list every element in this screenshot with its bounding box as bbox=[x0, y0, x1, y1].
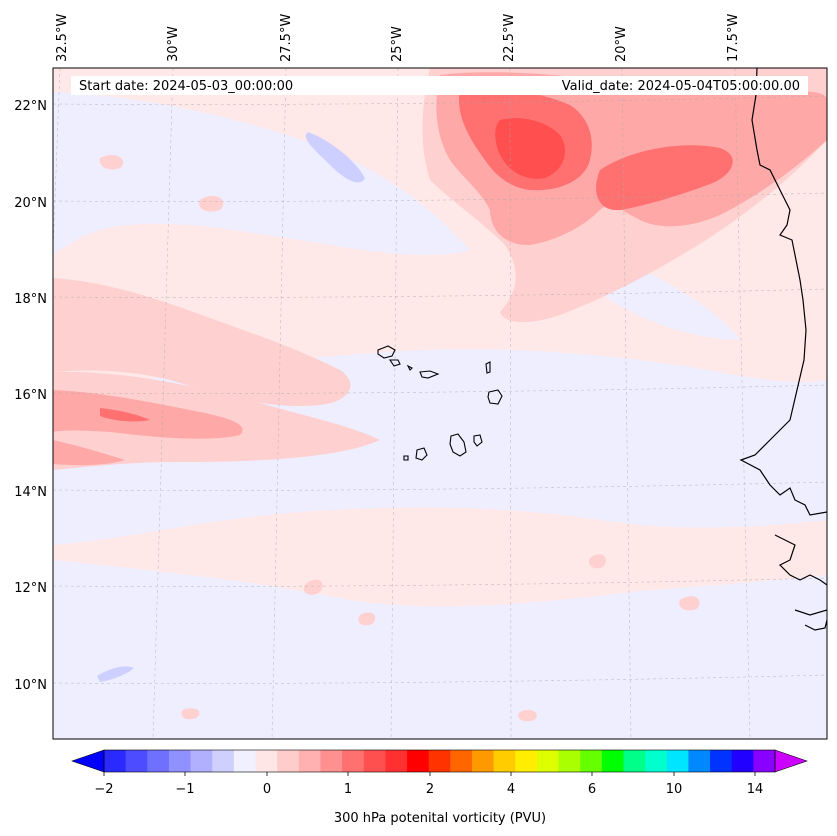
colorbar-label: 300 hPa potenital vorticity (PVU) bbox=[334, 811, 546, 826]
colorbar-cell bbox=[407, 750, 430, 772]
colorbar-cell bbox=[710, 750, 733, 772]
colorbar-tick-label: 6 bbox=[588, 782, 596, 797]
colorbar-tick-label: 10 bbox=[666, 782, 683, 797]
lat-label: 22°N bbox=[14, 99, 47, 114]
lon-label: 25°W bbox=[390, 26, 405, 62]
colorbar-cell bbox=[645, 750, 668, 772]
lat-label: 14°N bbox=[14, 485, 47, 500]
colorbar-cell bbox=[277, 750, 300, 772]
colorbar-cell bbox=[212, 750, 235, 772]
colorbar-cell bbox=[753, 750, 776, 772]
lat-label: 10°N bbox=[14, 678, 47, 693]
lon-label: 20°W bbox=[614, 26, 629, 62]
lat-label: 16°N bbox=[14, 388, 47, 403]
start-date-label: Start date: 2024-05-03_00:00:00 bbox=[79, 79, 293, 94]
colorbar-tick-label: −1 bbox=[175, 782, 194, 797]
colorbar-cell bbox=[298, 750, 321, 772]
colorbar-cell bbox=[731, 750, 754, 772]
colorbar-extend-min bbox=[71, 749, 105, 773]
lat-label: 20°N bbox=[14, 196, 47, 211]
colorbar-cell bbox=[147, 750, 170, 772]
colorbar-tick-label: −2 bbox=[94, 782, 113, 797]
colorbar-cell bbox=[342, 750, 365, 772]
lon-label: 30°W bbox=[166, 26, 181, 62]
lat-label: 12°N bbox=[14, 581, 47, 596]
cape-verde-islands bbox=[377, 345, 503, 461]
colorbar-cell bbox=[601, 750, 624, 772]
colorbar-tick-label: 2 bbox=[426, 782, 434, 797]
colorbar-cell bbox=[536, 750, 559, 772]
pv-field-red-peak bbox=[495, 118, 565, 179]
pv-field-blue-strong bbox=[97, 132, 365, 682]
lon-label: 32.5°W bbox=[55, 14, 70, 62]
colorbar-cell bbox=[104, 750, 127, 772]
colorbar-cell bbox=[385, 750, 408, 772]
colorbar-cell bbox=[471, 750, 495, 772]
colorbar-cell bbox=[623, 750, 646, 772]
colorbar-tick-label: 1 bbox=[344, 782, 352, 797]
graticule bbox=[53, 68, 827, 739]
valid-date-label: Valid_date: 2024-05-04T05:00:00.00 bbox=[562, 79, 800, 94]
colorbar-cell bbox=[363, 750, 386, 772]
lon-label: 27.5°W bbox=[279, 14, 294, 62]
map-frame bbox=[52, 67, 828, 740]
colorbar-outline bbox=[103, 749, 776, 773]
coastline bbox=[739, 68, 827, 631]
colorbar-cell bbox=[515, 750, 538, 772]
colorbar-cell bbox=[125, 750, 148, 772]
colorbar-cells bbox=[104, 750, 776, 772]
colorbar-cell bbox=[450, 750, 473, 772]
colorbar-cell bbox=[493, 750, 516, 772]
colorbar-cell bbox=[558, 750, 581, 772]
colorbar-tick-label: 0 bbox=[263, 782, 271, 797]
lat-label: 18°N bbox=[14, 292, 47, 307]
colorbar-tick-label: 4 bbox=[507, 782, 515, 797]
date-header-box bbox=[71, 76, 808, 95]
colorbar-cell bbox=[428, 750, 451, 772]
colorbar: −2 −1 0 1 2 4 6 10 14 300 hPa potenital … bbox=[71, 749, 808, 826]
lat-labels: 22°N 20°N 18°N 16°N 14°N 12°N 10°N bbox=[14, 99, 47, 693]
lon-label: 22.5°W bbox=[502, 14, 517, 62]
colorbar-extend-max bbox=[774, 749, 808, 773]
colorbar-cell bbox=[255, 750, 278, 772]
date-header: Start date: 2024-05-03_00:00:00 Valid_da… bbox=[71, 76, 808, 95]
colorbar-ticks bbox=[103, 772, 756, 776]
colorbar-cell bbox=[168, 750, 191, 772]
colorbar-cell bbox=[190, 750, 213, 772]
map-panel bbox=[53, 68, 827, 739]
colorbar-cell bbox=[688, 750, 711, 772]
colorbar-cell bbox=[666, 750, 689, 772]
colorbar-cell bbox=[320, 750, 343, 772]
colorbar-tick-label: 14 bbox=[747, 782, 764, 797]
colorbar-cell bbox=[233, 750, 256, 772]
lon-labels: 32.5°W 30°W 27.5°W 25°W 22.5°W 20°W 17.5… bbox=[55, 14, 741, 62]
lon-label: 17.5°W bbox=[726, 14, 741, 62]
colorbar-cell bbox=[580, 750, 603, 772]
